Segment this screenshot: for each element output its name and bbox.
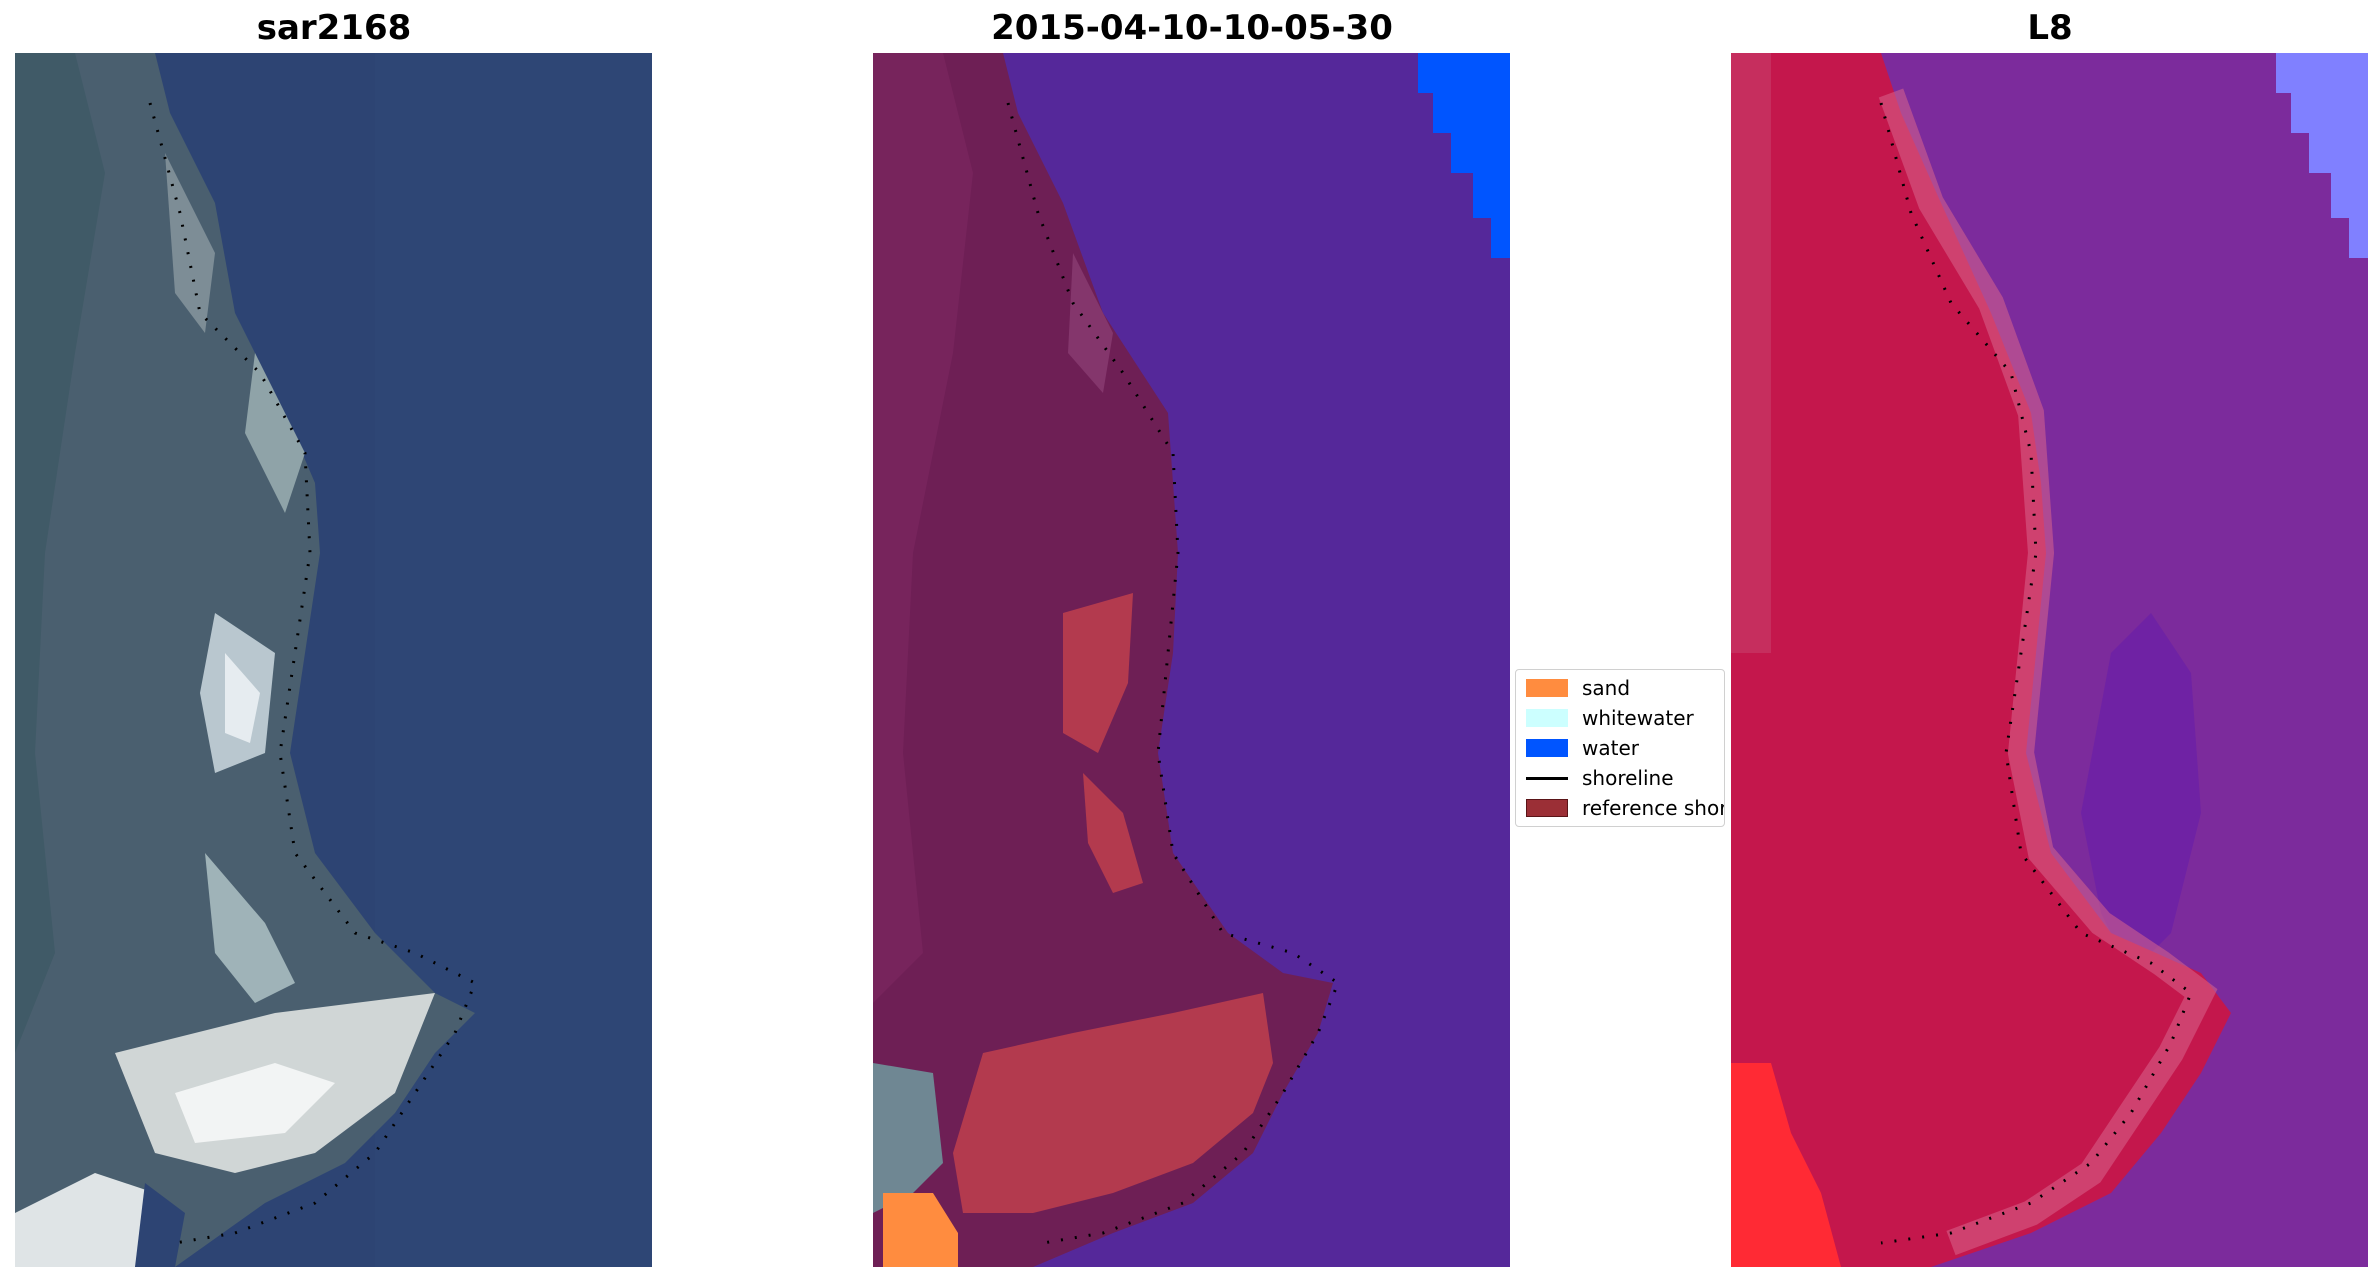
legend-label-reference-shoreline: reference shoreline xyxy=(1582,796,1725,820)
classified-image xyxy=(873,53,1510,1267)
legend-label-sand: sand xyxy=(1582,676,1631,700)
panel-title-ndwi: L8 xyxy=(2027,8,2073,48)
legend-label-shoreline: shoreline xyxy=(1582,766,1674,790)
legend: sand whitewater water shoreline referenc… xyxy=(1515,669,1725,827)
legend-label-whitewater: whitewater xyxy=(1582,706,1694,730)
l8-image-panel xyxy=(1731,53,2368,1267)
legend-swatch-water xyxy=(1526,739,1568,757)
panel-title-classified: 2015-04-10-10-05-30 xyxy=(991,8,1393,48)
legend-item-sand: sand xyxy=(1526,676,1630,700)
legend-item-whitewater: whitewater xyxy=(1526,706,1694,730)
legend-item-water: water xyxy=(1526,736,1639,760)
legend-item-reference-shoreline: reference shoreline xyxy=(1526,796,1725,820)
legend-swatch-reference-shoreline xyxy=(1526,799,1568,817)
legend-line-shoreline xyxy=(1526,776,1568,780)
panel-title-rgb: sar2168 xyxy=(256,8,412,48)
legend-swatch-whitewater xyxy=(1526,709,1568,727)
legend-item-shoreline: shoreline xyxy=(1526,766,1674,790)
legend-swatch-sand xyxy=(1526,679,1568,697)
classified-image-panel xyxy=(873,53,1510,1267)
l8-image xyxy=(1731,53,2368,1267)
rgb-image xyxy=(15,53,652,1267)
legend-label-water: water xyxy=(1582,736,1639,760)
rgb-image-panel xyxy=(15,53,652,1267)
